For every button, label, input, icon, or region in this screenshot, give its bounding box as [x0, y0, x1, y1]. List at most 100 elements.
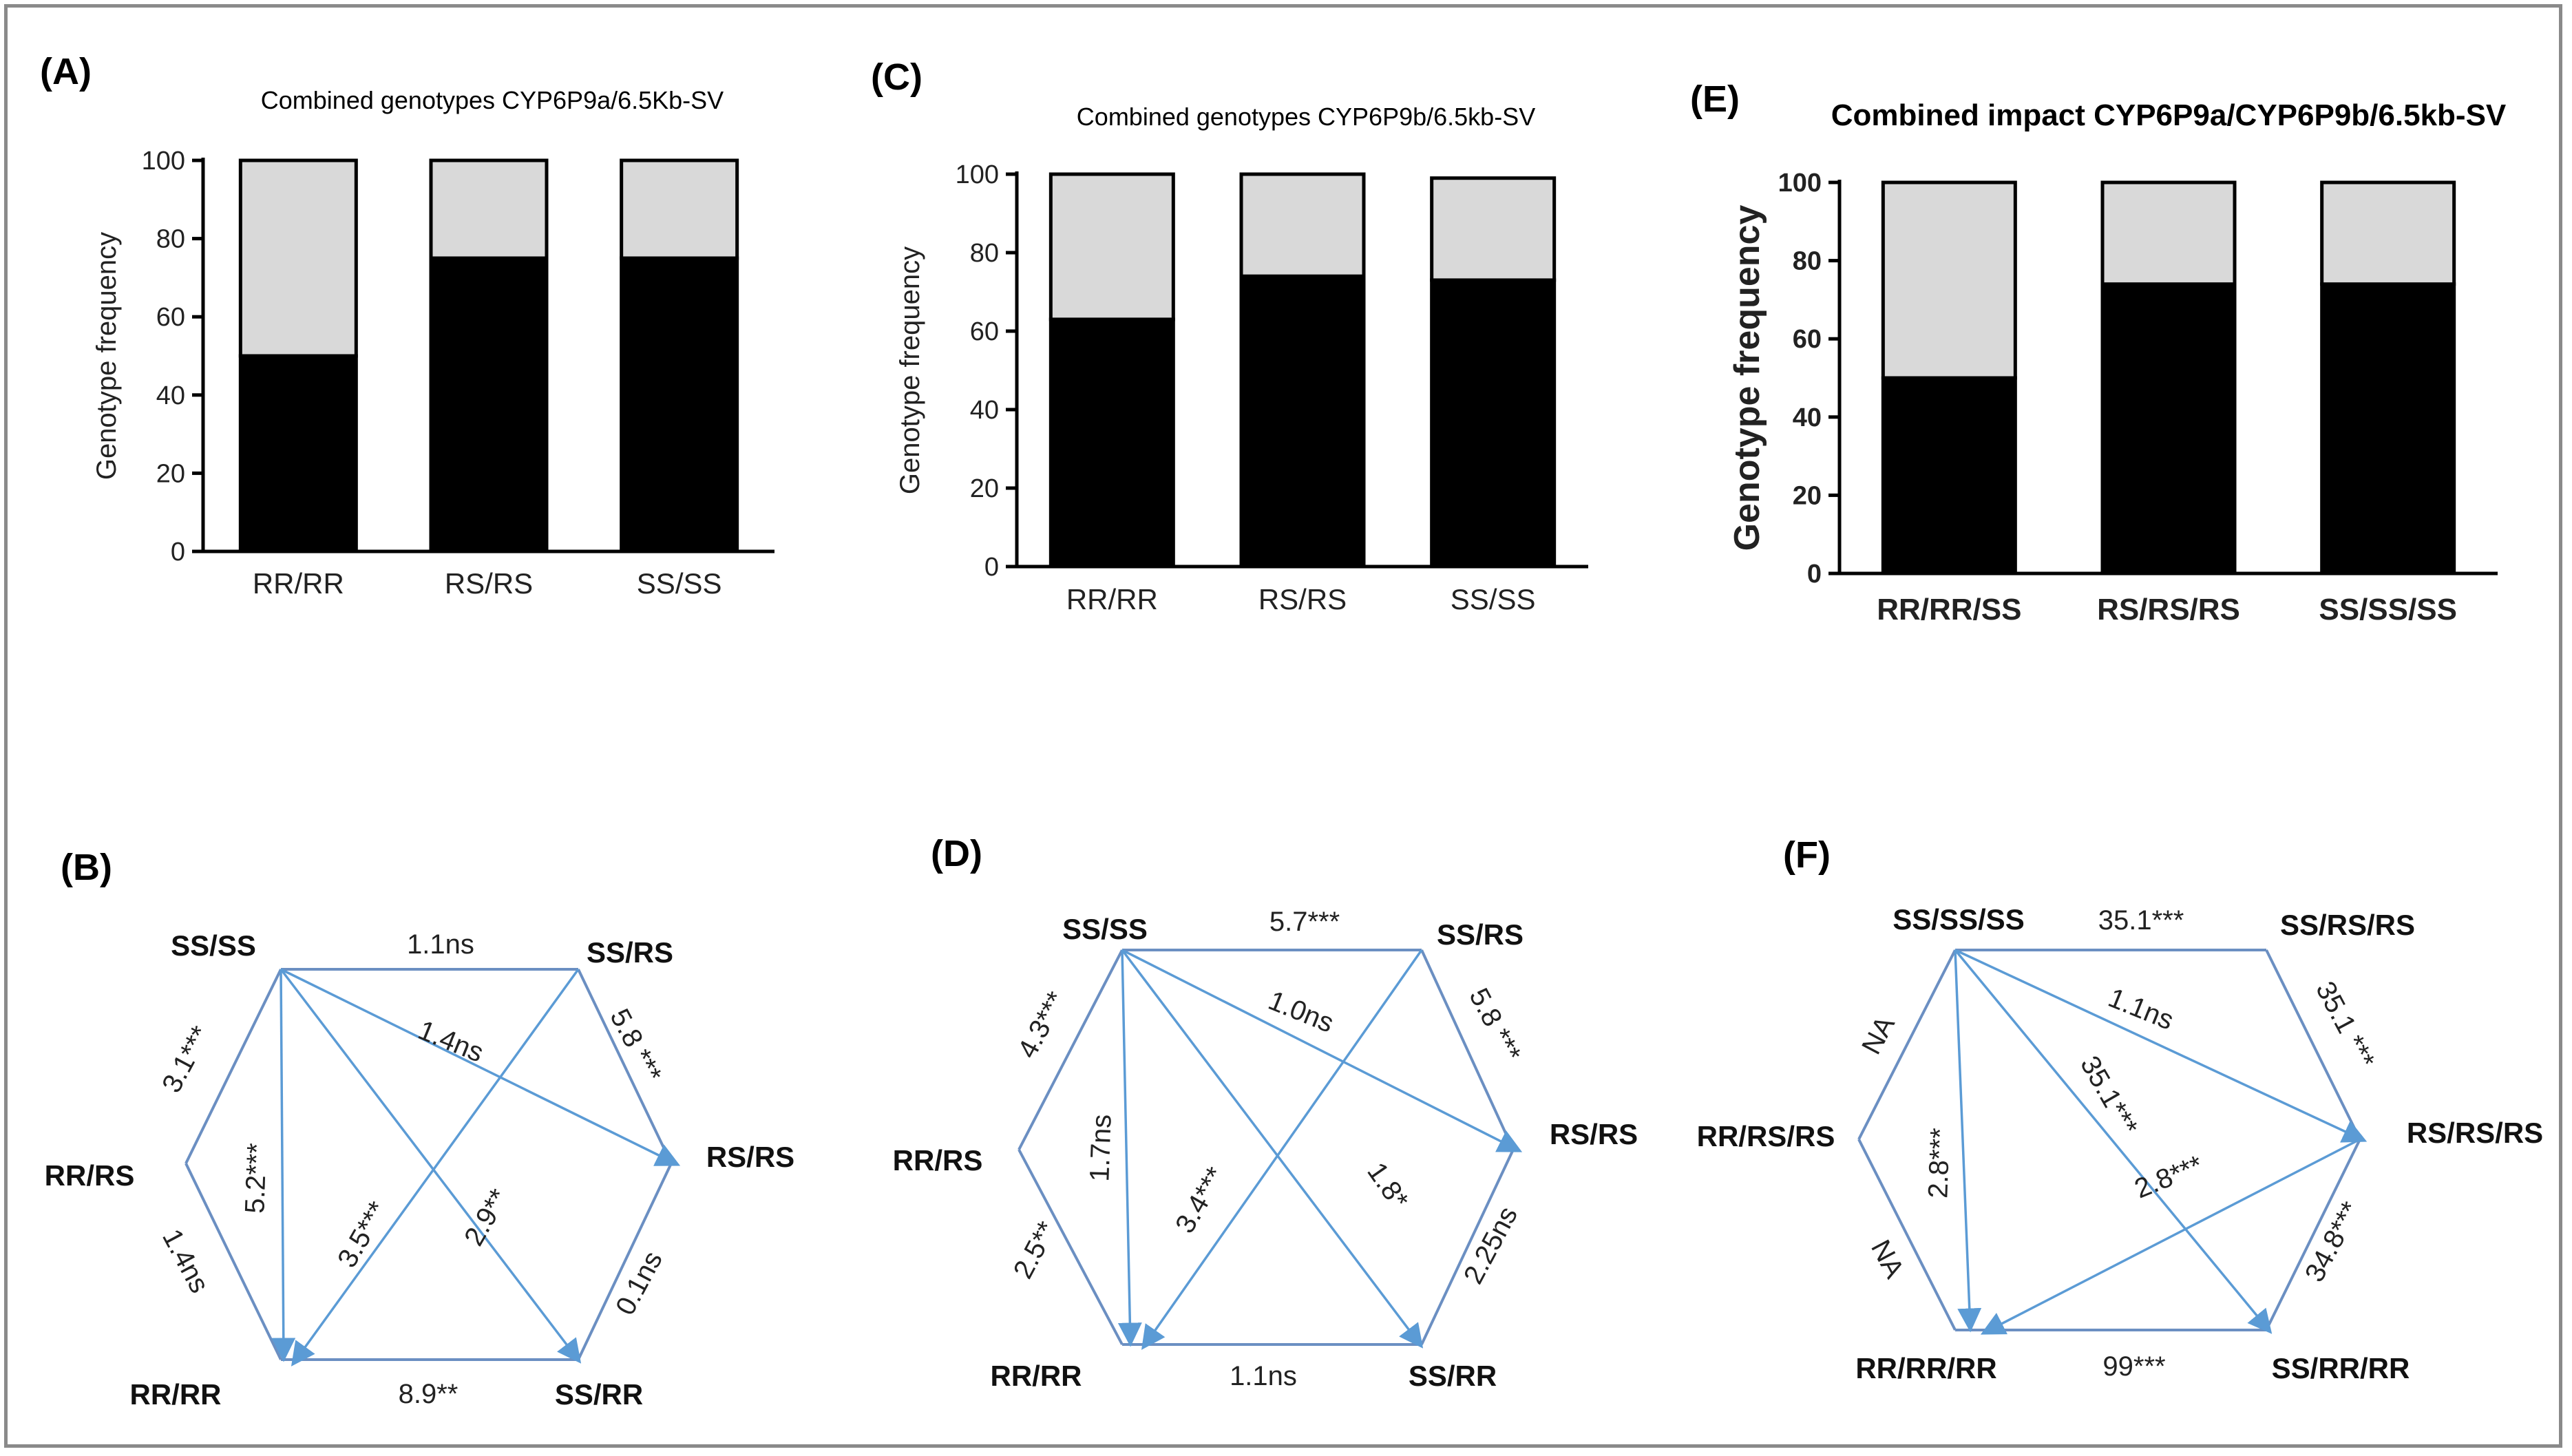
- y-tick-label: 80: [156, 225, 185, 254]
- arrow-SS/SS-to-SS/RR: [1121, 949, 1424, 1349]
- bar-RR/RR-grey: [238, 158, 358, 358]
- arrow-SS/SS-to-RR/RR: [271, 969, 296, 1362]
- edge-label: 1.7ns: [1084, 1114, 1117, 1182]
- y-tick-label: 100: [956, 160, 999, 189]
- edge-RR/RS/RS-SS/SS/SS: [1857, 949, 1957, 1140]
- edge-label: 0.1ns: [610, 1246, 668, 1320]
- bar-RR/RR/SS-black: [1881, 376, 2017, 576]
- arrow-SS/RS-to-RR/RR: [291, 968, 580, 1367]
- x-tick-label: RS/RS/RS: [2097, 593, 2240, 626]
- bar-SS/SS-black: [1430, 278, 1557, 569]
- edge-label: 35.1***: [2098, 905, 2184, 936]
- y-tick-label: 0: [1807, 560, 1822, 589]
- node-label: SS/RS: [587, 936, 673, 969]
- y-tick-label: 0: [171, 538, 185, 567]
- y-tick-label: 80: [1793, 247, 1822, 276]
- x-tick-label: SS/SS: [637, 567, 722, 600]
- arrow-RS/RS/RS-to-RR/RR/RR: [1980, 1138, 2361, 1335]
- x-tick-label: RR/RR/SS: [1877, 593, 2021, 626]
- node-label: RS/RS: [706, 1141, 794, 1173]
- y-tick-label: 20: [1793, 481, 1822, 510]
- chart-title: Combined genotypes CYP6P9b/6.5kb-SV: [1077, 103, 1535, 131]
- y-axis-label: Genotype frequency: [1727, 205, 1767, 551]
- bar-SS/SS/SS-grey: [2320, 180, 2456, 286]
- edge-label: 2.8***: [1923, 1128, 1956, 1199]
- node-label: RR/RR: [130, 1378, 222, 1411]
- chart-title: Combined genotypes CYP6P9a/6.5Kb-SV: [261, 86, 724, 114]
- y-tick-label: 60: [970, 317, 999, 346]
- node-label: RS/RS: [1550, 1118, 1638, 1150]
- edge-label: 2.8***: [2130, 1150, 2206, 1204]
- y-tick-label: 60: [1793, 325, 1822, 354]
- node-label: SS/RS/RS: [2280, 909, 2415, 941]
- edge-RR/RS-SS/SS: [185, 969, 282, 1164]
- bar-RR/RR-black: [238, 354, 358, 553]
- bar-SS/SS-grey: [1430, 176, 1557, 282]
- x-tick-label: RS/RS: [1258, 583, 1347, 615]
- node-label: SS/SS: [171, 929, 256, 962]
- y-tick-label: 40: [1793, 403, 1822, 432]
- y-tick-label: 40: [156, 381, 185, 410]
- edge-label: 1.1ns: [2104, 982, 2178, 1035]
- chart-panel-C: Combined genotypes CYP6P9b/6.5kb-SV Genot…: [895, 103, 1588, 615]
- edge-label: 5.8 ***: [1463, 983, 1526, 1066]
- edge-label: 35.1***: [2074, 1051, 2143, 1141]
- arrow-SS/RS-to-RR/RR: [1141, 949, 1423, 1350]
- x-tick-label: SS/SS: [1451, 583, 1536, 615]
- edge-RR/RR/RR-RR/RS/RS: [1857, 1139, 1957, 1331]
- arrow-SS/SS/SS-to-RR/RR/RR: [1954, 949, 1982, 1333]
- y-tick-label: 20: [970, 474, 999, 503]
- edge-label: 1.4ns: [156, 1224, 215, 1298]
- edge-SS/RS/RS-RS/RS/RS: [2265, 949, 2361, 1140]
- node-label: SS/RR: [1409, 1360, 1497, 1392]
- panel-label-E: (E): [1690, 78, 1740, 120]
- panel-label-D: (D): [931, 833, 982, 874]
- edge-label: 5.7***: [1269, 907, 1340, 937]
- y-tick-label: 80: [970, 239, 999, 268]
- edge-label: 1.1ns: [1230, 1361, 1297, 1391]
- bar-SS/SS-black: [620, 256, 739, 553]
- edge-label: 1.8*: [1361, 1157, 1414, 1215]
- arrow-SS/SS-to-RS/RS: [1121, 949, 1523, 1152]
- bar-RS/RS-black: [429, 256, 549, 553]
- chart-panel-E: Combined impact CYP6P9a/CYP6P9b/6.5kb-SV…: [1727, 98, 2507, 626]
- arrow-SS/SS-to-SS/RR: [280, 968, 582, 1364]
- edge-label: 99***: [2102, 1351, 2165, 1382]
- bar-RS/RS/RS-black: [2100, 282, 2237, 576]
- edge-label: 2.9**: [458, 1184, 514, 1251]
- node-label: RS/RS/RS: [2407, 1117, 2543, 1149]
- y-tick-label: 40: [970, 396, 999, 425]
- arrow-SS/SS/SS-to-SS/RR/RR: [1954, 949, 2273, 1334]
- node-label: RR/RR: [991, 1360, 1082, 1392]
- node-label: SS/RR/RR: [2272, 1352, 2410, 1384]
- node-label: RR/RS/RS: [1697, 1120, 1835, 1152]
- node-label: RR/RS: [893, 1144, 983, 1177]
- x-tick-label: SS/SS/SS: [2319, 593, 2457, 626]
- bar-SS/SS-grey: [620, 158, 739, 260]
- edge-RR/RR-RR/RS: [1018, 1149, 1124, 1345]
- chart-panel-A: Combined genotypes CYP6P9a/6.5Kb-SV Genot…: [92, 86, 774, 600]
- bar-RS/RS-grey: [429, 158, 549, 260]
- x-tick-label: RR/RR: [1066, 583, 1158, 615]
- panel-label-A: (A): [40, 51, 92, 92]
- edge-RS/RS/RS-SS/RR/RR: [2265, 1139, 2361, 1331]
- chart-title: Combined impact CYP6P9a/CYP6P9b/6.5kb-SV: [1831, 98, 2507, 132]
- bar-RS/RS-black: [1239, 274, 1366, 569]
- edge-RR/RR-RR/RS: [185, 1163, 282, 1360]
- bar-RS/RS/RS-grey: [2100, 180, 2237, 286]
- edge-SS/RS-RS/RS: [577, 969, 673, 1164]
- edge-RR/RS-SS/SS: [1018, 949, 1124, 1150]
- y-axis-label: Genotype frequency: [92, 232, 122, 480]
- edge-label: 1.1ns: [407, 929, 474, 960]
- panel-label-F: (F): [1783, 834, 1831, 876]
- edge-label: 3.4***: [1170, 1162, 1231, 1238]
- edge-label: 5.2***: [240, 1143, 273, 1214]
- arrow-SS/SS/SS-to-RS/RS/RS: [1954, 949, 2368, 1143]
- edge-label: NA: [1865, 1235, 1910, 1283]
- x-tick-label: RS/RS: [445, 567, 533, 600]
- panel-label-C: (C): [871, 56, 923, 98]
